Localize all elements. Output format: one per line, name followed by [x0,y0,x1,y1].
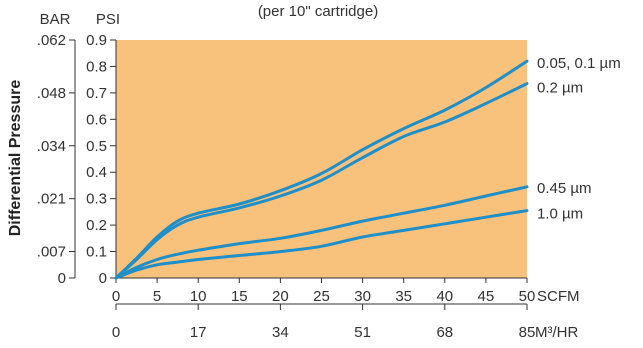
series-line [114,82,529,280]
scfm-tick-label: 40 [436,288,453,305]
bar-axis: 0 .007 .021 .034 .048 .062 [37,32,76,287]
bar-axis-unit: BAR [40,11,71,28]
scfm-axis: 0 5 10 15 20 25 30 35 40 45 50 SCFM [112,277,580,305]
series-lines [114,59,529,280]
m3hr-tick-label: 51 [354,324,371,341]
bar-tick-label: .048 [37,85,66,102]
bar-tick-label: .021 [37,191,66,208]
plot-area [116,40,527,278]
series-label: 0.05, 0.1 µm [537,55,621,72]
series-label: 1.0 µm [537,206,583,223]
psi-tick-label: 0.7 [86,85,107,102]
scfm-tick-label: 20 [272,288,289,305]
y-axis-title: Differential Pressure [7,80,24,237]
bar-tick-label: .007 [37,244,66,261]
series-line [114,209,529,280]
m3hr-axis: 0 17 34 51 68 85 M³/HR [112,303,578,341]
psi-tick-label: 0.5 [86,138,107,155]
psi-tick-label: 0.3 [86,191,107,208]
series-line [114,185,529,280]
scfm-tick-label: 10 [190,288,207,305]
psi-tick-label: 0.4 [86,164,107,181]
scfm-tick-label: 15 [231,288,248,305]
m3hr-tick-label: 0 [112,324,120,341]
series-label: 0.2 µm [537,80,583,97]
scfm-tick-label: 35 [395,288,412,305]
bar-tick-label: 0 [58,270,66,287]
bar-tick-label: .062 [37,32,66,49]
psi-tick-label: 0.9 [86,32,107,49]
psi-tick-label: 0 [99,270,107,287]
scfm-tick-label: 0 [112,288,120,305]
scfm-tick-label: 25 [313,288,330,305]
psi-tick-label: 0.1 [86,244,107,261]
m3hr-tick-label: 85 [519,324,536,341]
m3hr-tick-label: 68 [436,324,453,341]
series-labels: 0.05, 0.1 µm 0.2 µm 0.45 µm 1.0 µm [537,55,621,222]
series-label: 0.45 µm [537,180,592,197]
chart-subtitle: (per 10" cartridge) [258,3,378,20]
psi-tick-label: 0.6 [86,111,107,128]
psi-axis: 0 0.1 0.2 0.3 0.4 0.5 0.6 0.7 0.8 0.9 [86,32,117,287]
bar-tick-label: .034 [37,138,66,155]
psi-tick-label: 0.8 [86,58,107,75]
psi-axis-unit: PSI [96,11,120,28]
scfm-tick-label: 5 [153,288,161,305]
scfm-tick-label: 50 [519,288,536,305]
scfm-unit-label: SCFM [537,288,580,305]
m3hr-unit-label: M³/HR [535,324,578,341]
psi-tick-label: 0.2 [86,217,107,234]
m3hr-tick-label: 17 [190,324,207,341]
scfm-tick-label: 30 [354,288,371,305]
m3hr-tick-label: 34 [272,324,289,341]
series-line [114,59,529,280]
scfm-tick-label: 45 [478,288,495,305]
